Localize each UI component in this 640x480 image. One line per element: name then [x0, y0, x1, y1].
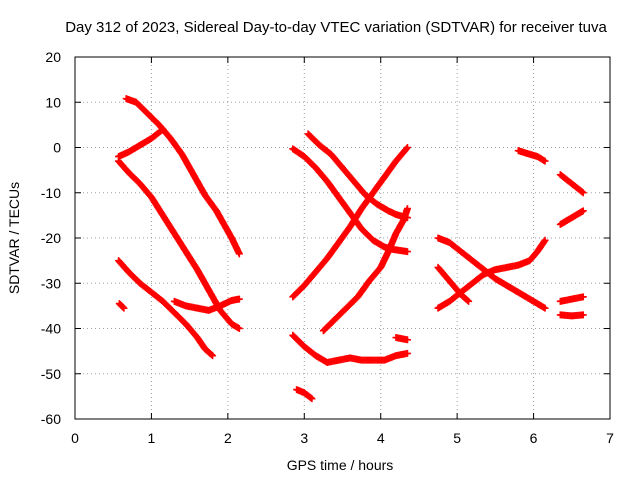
data-point	[579, 311, 587, 319]
data-point	[307, 394, 315, 402]
data-series-9	[319, 205, 411, 335]
data-point	[541, 157, 549, 165]
x-tick-labels: 0 1 2 3 4 5 6 7	[71, 430, 614, 446]
grid-lines	[75, 57, 610, 419]
x-tick-label: 1	[148, 430, 156, 446]
data-points	[115, 95, 587, 403]
data-point	[541, 304, 549, 312]
data-point	[403, 144, 411, 151]
data-point	[579, 189, 587, 197]
data-point	[578, 188, 586, 196]
data-point	[465, 297, 473, 305]
data-point	[119, 303, 127, 311]
y-tick-label: 0	[53, 140, 61, 156]
y-axis-label: SDTVAR / TECUs	[6, 182, 22, 294]
data-point	[158, 126, 166, 134]
data-point	[403, 205, 411, 213]
data-series-12	[392, 334, 411, 344]
data-point	[464, 296, 472, 304]
x-tick-label: 2	[224, 430, 232, 446]
data-point	[159, 125, 167, 133]
plot-frame	[74, 56, 611, 420]
chart-title: Day 312 of 2023, Sidereal Day-to-day VTE…	[65, 19, 607, 36]
data-series-10	[289, 331, 411, 366]
data-series-19	[556, 293, 587, 305]
data-point	[541, 236, 549, 244]
data-series-17	[556, 171, 587, 197]
y-tick-label: -40	[41, 321, 61, 337]
data-series-0	[122, 95, 243, 258]
y-tick-label: -60	[41, 411, 61, 427]
x-axis-label: GPS time / hours	[287, 457, 394, 473]
data-series-3	[115, 257, 217, 360]
data-point	[579, 207, 587, 215]
data-point	[403, 248, 411, 256]
data-point	[235, 295, 243, 303]
data-series-18	[556, 207, 587, 228]
data-series-8	[289, 144, 411, 301]
y-tick-labels: -60 -50 -40 -30 -20 -10 0 10 20	[41, 49, 61, 427]
x-tick-label: 5	[453, 430, 461, 446]
x-tick-label: 4	[377, 430, 385, 446]
data-point	[207, 351, 215, 359]
y-tick-label: -20	[41, 230, 61, 246]
data-point	[403, 145, 411, 153]
x-tick-label: 6	[530, 430, 538, 446]
y-tick-label: 20	[45, 49, 61, 65]
x-tick-label: 0	[71, 430, 79, 446]
data-point	[209, 352, 217, 360]
data-point	[235, 325, 243, 332]
y-tick-label: 10	[45, 94, 61, 110]
y-tick-label: -30	[41, 275, 61, 291]
data-series-15	[434, 236, 549, 312]
data-series-20	[556, 311, 587, 320]
data-point	[308, 395, 316, 403]
y-tick-label: -10	[41, 185, 61, 201]
data-point	[403, 336, 411, 344]
data-point	[403, 349, 411, 357]
data-series-5	[170, 295, 243, 314]
data-point	[235, 250, 243, 258]
data-point	[120, 304, 128, 312]
data-series-4	[115, 300, 128, 312]
x-tick-label: 7	[606, 430, 614, 446]
x-tick-label: 3	[300, 430, 308, 446]
y-tick-label: -50	[41, 366, 61, 382]
data-series-16	[514, 147, 549, 165]
data-series-11	[293, 386, 316, 403]
data-point	[579, 293, 587, 301]
data-series-1	[115, 125, 167, 161]
